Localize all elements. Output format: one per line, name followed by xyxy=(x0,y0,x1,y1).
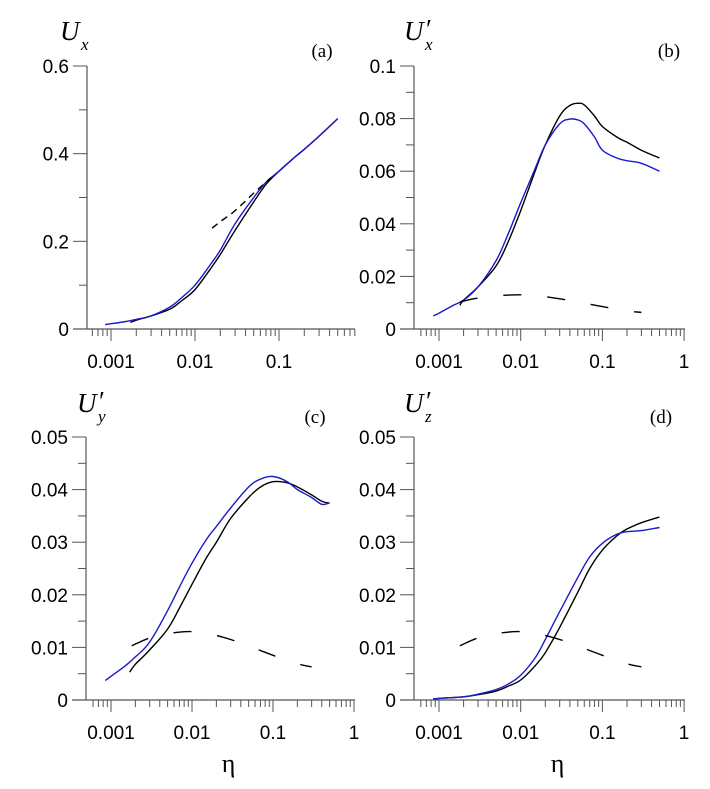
panel-d: 0 0.01 0.02 0.03 0.04 0.05 0.001 0.01 0.1 1 U z′ (d)… xyxy=(359,386,689,778)
y-tick-label: 0.02 xyxy=(359,267,396,288)
x-tick-label: 0.01 xyxy=(502,352,539,373)
panel-tag: (b) xyxy=(658,41,680,62)
y-axis-label-subscript: y xyxy=(96,407,106,426)
panel-b: 0 0.02 0.04 0.06 0.08 0.1 0.001 0.01 0.1 1 U x′ (b) xyxy=(359,14,689,373)
y-tick-label: 0.03 xyxy=(31,533,68,554)
y-tick-label: 0.04 xyxy=(359,481,396,502)
x-tick-label: 0.01 xyxy=(174,723,211,744)
x-axis-label: η xyxy=(551,749,565,778)
series-line-black-solid xyxy=(459,102,660,306)
series-line-blue-solid xyxy=(433,526,660,700)
y-tick-label: 0 xyxy=(57,691,68,712)
y-axis-label: U xyxy=(77,388,98,418)
series-line-black-dashed xyxy=(211,177,272,229)
y-axis-label-subscript: z xyxy=(424,407,432,426)
x-axis-label: η xyxy=(222,749,236,778)
y-tick-label: 0.03 xyxy=(359,533,396,554)
x-tick-label: 0.01 xyxy=(177,352,214,373)
series-line-blue-solid xyxy=(432,118,660,317)
series-line-black-dashed xyxy=(131,630,312,668)
y-axis-label-subscript: x xyxy=(424,35,433,54)
y-tick-label: 0.4 xyxy=(43,145,70,166)
x-tick-label: 1 xyxy=(349,723,360,744)
x-tick-label: 0.001 xyxy=(415,723,463,744)
x-tick-label: 0.1 xyxy=(266,352,292,373)
series-line-blue-solid xyxy=(105,118,339,326)
y-tick-label: 0.02 xyxy=(31,586,68,607)
x-tick-label: 0.001 xyxy=(87,352,135,373)
series-line-blue-solid xyxy=(104,475,330,682)
panel-tag: (a) xyxy=(311,41,332,62)
panel-tag: (d) xyxy=(650,407,672,428)
y-tick-label: 0.2 xyxy=(43,232,69,253)
y-tick-label: 0.05 xyxy=(359,428,396,449)
y-tick-label: 0.04 xyxy=(31,481,68,502)
y-axis-label-prime: ′ xyxy=(426,386,432,416)
x-tick-label: 0.1 xyxy=(589,723,615,744)
y-tick-label: 0 xyxy=(385,691,396,712)
x-tick-label: 1 xyxy=(679,723,690,744)
y-tick-label: 0.06 xyxy=(359,162,396,183)
series-line-black-solid xyxy=(129,480,330,673)
x-tick-label: 0.01 xyxy=(502,723,539,744)
y-tick-label: 0.05 xyxy=(31,428,68,449)
y-axis-label-subscript: x xyxy=(80,35,89,54)
y-axis-label: U xyxy=(60,16,81,46)
y-tick-label: 0.01 xyxy=(359,638,396,659)
y-tick-label: 0.04 xyxy=(359,215,396,236)
x-tick-label: 0.001 xyxy=(87,723,135,744)
y-tick-label: 0.1 xyxy=(370,57,396,78)
y-axis-label-prime: ′ xyxy=(426,14,432,44)
y-tick-label: 0 xyxy=(58,320,69,341)
y-axis-label-prime: ′ xyxy=(99,386,105,416)
series-line-black-solid xyxy=(433,516,660,700)
x-tick-label: 0.1 xyxy=(589,352,615,373)
x-tick-label: 0.1 xyxy=(260,723,286,744)
y-tick-label: 0.01 xyxy=(31,638,68,659)
series-line-black-solid xyxy=(130,118,339,324)
series-line-black-dashed xyxy=(459,630,642,668)
panel-tag: (c) xyxy=(304,407,325,428)
y-tick-label: 0 xyxy=(385,320,396,341)
x-tick-label: 0.001 xyxy=(415,352,463,373)
y-tick-label: 0.02 xyxy=(359,586,396,607)
y-tick-label: 0.6 xyxy=(43,57,69,78)
y-tick-label: 0.08 xyxy=(359,110,396,131)
panel-c: 0 0.01 0.02 0.03 0.04 0.05 0.001 0.01 0.1 1 U y′ (c)… xyxy=(31,386,359,778)
series-line-black-dashed xyxy=(459,294,642,314)
x-tick-label: 1 xyxy=(679,352,690,373)
panel-a: 0 0.2 0.4 0.6 0.001 0.01 0.1 U x (a) xyxy=(43,16,356,373)
y-axis-label: U xyxy=(404,388,425,418)
y-axis-label: U xyxy=(404,16,425,46)
